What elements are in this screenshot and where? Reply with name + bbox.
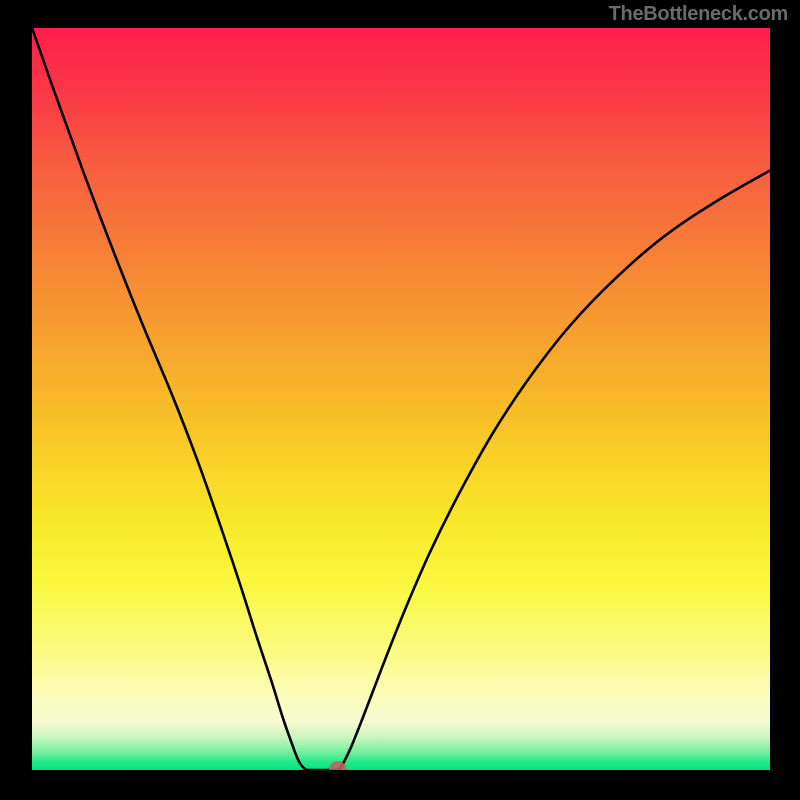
- frame-left: [0, 0, 32, 800]
- frame-bottom: [0, 770, 800, 800]
- frame-right: [770, 0, 800, 800]
- curve-svg: [32, 28, 770, 770]
- curve-line: [32, 28, 770, 770]
- watermark-text: TheBottleneck.com: [609, 3, 788, 26]
- plot-area: [32, 28, 770, 770]
